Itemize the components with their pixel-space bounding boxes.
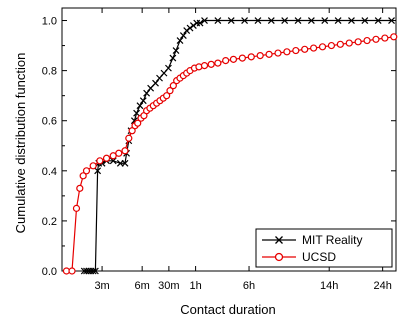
data-point bbox=[82, 167, 91, 175]
y-tick-label: 0.8 bbox=[42, 66, 57, 78]
data-point bbox=[388, 17, 395, 24]
data-point bbox=[201, 17, 208, 24]
data-point bbox=[134, 119, 142, 127]
data-point bbox=[238, 54, 246, 62]
data-point bbox=[163, 92, 171, 100]
data-point bbox=[256, 51, 264, 60]
data-point bbox=[265, 50, 273, 58]
x-tick-label: 24h bbox=[373, 280, 391, 292]
data-point bbox=[207, 60, 215, 68]
data-point bbox=[222, 56, 230, 65]
legend-label: UCSD bbox=[302, 250, 336, 264]
x-tick-label: 30m bbox=[158, 280, 179, 292]
plot-area: 0.0 0.2 0.4 0.6 0.8 1.0 3m 6m 30m 1h 6h 14h 24h bbox=[42, 7, 398, 292]
series-ucsd bbox=[62, 33, 398, 275]
legend: MIT Reality UCSD bbox=[255, 228, 393, 268]
data-point bbox=[89, 162, 97, 170]
data-point bbox=[76, 184, 84, 192]
data-point bbox=[121, 159, 129, 167]
data-point bbox=[345, 39, 353, 47]
data-point bbox=[283, 48, 291, 56]
data-point bbox=[354, 38, 362, 46]
data-point bbox=[200, 62, 209, 70]
data-point bbox=[172, 47, 180, 55]
x-tick-label: 6h bbox=[243, 280, 255, 292]
x-tick-label: 3m bbox=[94, 280, 109, 292]
y-tick-label: 1.0 bbox=[42, 16, 57, 28]
plot-frame bbox=[61, 7, 397, 272]
data-point bbox=[336, 40, 344, 48]
data-point bbox=[372, 35, 380, 43]
data-point bbox=[274, 49, 282, 57]
data-point bbox=[79, 172, 87, 180]
data-point bbox=[348, 17, 355, 24]
data-point bbox=[292, 46, 300, 55]
data-point bbox=[91, 267, 99, 275]
y-tick-label: 0.6 bbox=[42, 116, 57, 128]
y-tick-label: 0.2 bbox=[42, 216, 57, 228]
data-point bbox=[214, 59, 222, 67]
data-point bbox=[89, 267, 97, 275]
data-point bbox=[68, 267, 76, 275]
data-point bbox=[307, 17, 315, 24]
data-point bbox=[374, 17, 382, 24]
data-point bbox=[109, 157, 117, 165]
data-point bbox=[310, 44, 318, 52]
data-point bbox=[166, 87, 174, 95]
data-point bbox=[321, 17, 329, 24]
data-point bbox=[94, 167, 102, 175]
data-point bbox=[152, 79, 159, 87]
data-point bbox=[361, 17, 369, 24]
x-tick-label: 14h bbox=[320, 280, 338, 292]
data-point bbox=[72, 204, 81, 212]
data-point bbox=[102, 154, 111, 162]
data-point bbox=[179, 32, 187, 39]
data-point bbox=[301, 45, 309, 53]
data-point bbox=[176, 37, 184, 44]
legend-label: MIT Reality bbox=[302, 233, 362, 247]
y-axis-title: Cumulative distribution function bbox=[13, 53, 28, 234]
data-point bbox=[125, 134, 133, 142]
data-point bbox=[381, 34, 389, 42]
data-point bbox=[214, 17, 222, 24]
x-axis-title: Contact duration bbox=[180, 302, 275, 317]
data-point bbox=[121, 147, 129, 155]
data-point bbox=[241, 17, 249, 24]
data-point bbox=[318, 43, 327, 51]
data-point bbox=[334, 17, 342, 24]
data-point bbox=[254, 17, 262, 24]
data-point bbox=[196, 19, 204, 27]
data-point bbox=[267, 17, 275, 24]
data-point bbox=[96, 157, 104, 165]
data-point bbox=[363, 36, 371, 45]
data-point bbox=[139, 97, 147, 105]
x-tick-label: 6m bbox=[135, 280, 150, 292]
data-point bbox=[390, 33, 398, 41]
data-point bbox=[143, 89, 151, 97]
data-point bbox=[169, 54, 177, 62]
y-tick-label: 0.4 bbox=[42, 166, 57, 178]
legend-marker bbox=[275, 236, 283, 244]
x-tick-label: 1h bbox=[189, 280, 201, 292]
y-axis-title-group: Cumulative distribution function bbox=[13, 53, 28, 234]
data-point bbox=[133, 109, 141, 117]
y-tick-label: 0.0 bbox=[42, 266, 57, 278]
data-point bbox=[136, 102, 144, 110]
data-point bbox=[281, 17, 289, 24]
data-point bbox=[294, 17, 302, 24]
data-point bbox=[165, 64, 172, 72]
data-point bbox=[247, 53, 255, 61]
data-point bbox=[327, 41, 336, 50]
data-point bbox=[115, 149, 123, 157]
data-point bbox=[169, 82, 177, 90]
legend-marker bbox=[274, 252, 284, 262]
data-point bbox=[227, 17, 235, 24]
data-point bbox=[229, 55, 238, 63]
